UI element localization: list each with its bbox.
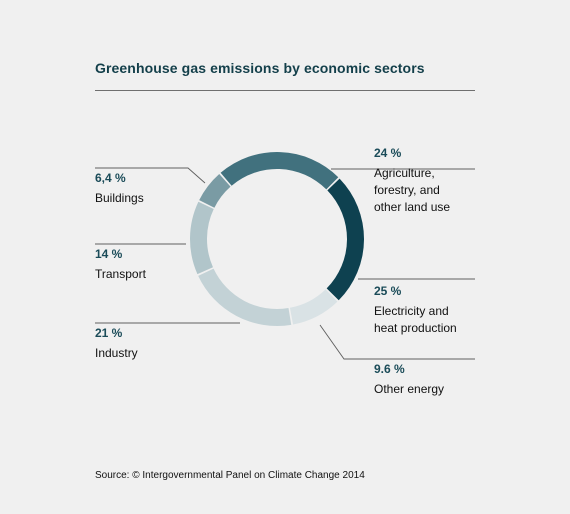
slice-label-industry-percent: 21 % [95,326,123,340]
slice-label-transport-percent: 14 % [95,247,123,261]
source-note: Source: © Intergovernmental Panel on Cli… [95,470,365,481]
slice-label-buildings-name: Buildings [95,191,144,205]
donut-slice-other-energy [289,289,338,325]
label-other-energy: 9.6 % Other energy [374,361,444,398]
label-agriculture: 24 % Agriculture, forestry, and other la… [374,145,450,216]
donut-slice-transport [189,201,214,275]
leader-line-other-energy [319,324,475,360]
slice-label-electricity-name: Electricity and heat production [374,304,457,335]
donut-slice-buildings [199,173,231,208]
donut-slice-industry [198,268,292,326]
slice-label-transport-name: Transport [95,267,146,281]
slice-label-other-energy-percent: 9.6 % [374,362,405,376]
slice-label-buildings-percent: 6,4 % [95,171,126,185]
donut-slice-electricity [326,178,364,301]
slice-label-other-energy-name: Other energy [374,382,445,396]
label-transport: 14 % Transport [95,246,146,283]
title-divider [95,90,475,91]
slice-label-agriculture-percent: 24 % [374,146,402,160]
leader-line-buildings [95,167,206,184]
chart-title: Greenhouse gas emissions by economic sec… [95,60,425,76]
slice-label-industry-name: Industry [95,346,138,360]
donut-slice-agriculture [220,152,339,190]
label-buildings: 6,4 % Buildings [95,170,144,207]
slice-label-agriculture-name: Agriculture, forestry, and other land us… [374,166,451,214]
label-industry: 21 % Industry [95,325,138,362]
slice-label-electricity-percent: 25 % [374,284,402,298]
label-electricity: 25 % Electricity and heat production [374,283,457,337]
